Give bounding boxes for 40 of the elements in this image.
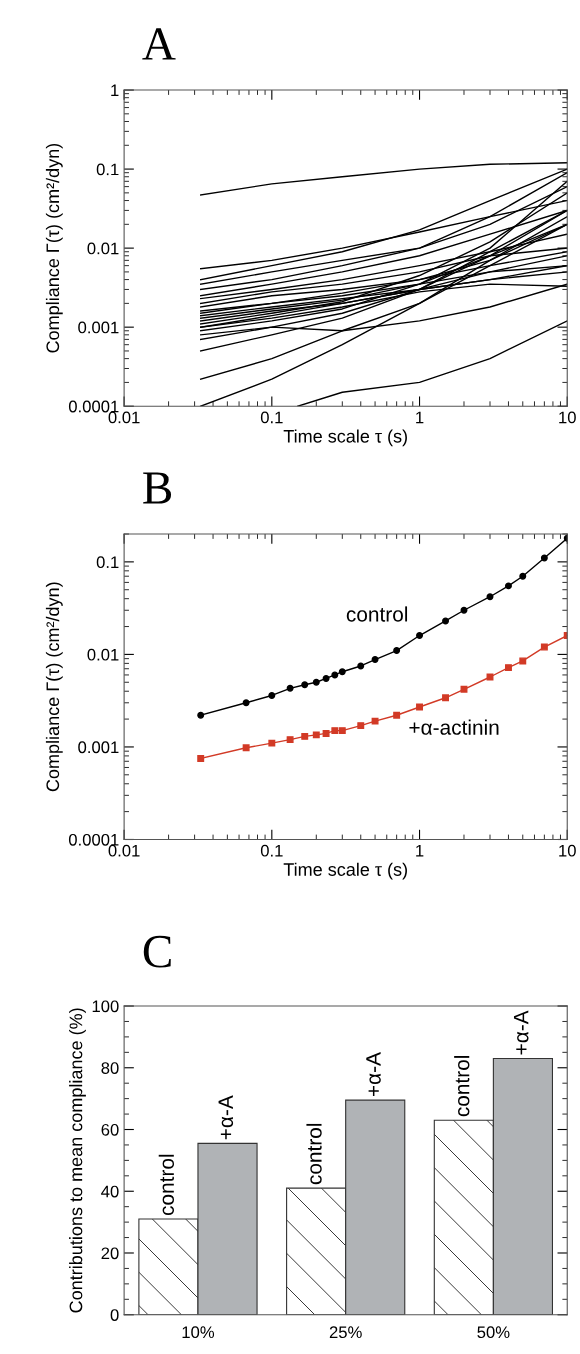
y-tick-label: 0.0001: [68, 400, 119, 413]
series-label: control: [346, 606, 408, 622]
y-tick-label: 1: [111, 84, 119, 97]
y-tick-label: 0.1: [96, 556, 119, 569]
y-tick-label: 100: [92, 1000, 119, 1013]
x-tick-label: 0.1: [260, 844, 283, 857]
y-axis-title: Compliance Γ(τ) (cm²/dyn): [45, 582, 63, 792]
y-axis-title: Contributions to mean compliance (%): [69, 1008, 86, 1313]
text: control: [306, 1123, 322, 1185]
x-tick-label: 10%: [182, 1326, 215, 1339]
series-label: +α-actinin: [409, 719, 499, 735]
y-tick-label: 0.001: [78, 741, 119, 754]
text: +α-A: [513, 1010, 529, 1055]
y-tick-label: 20: [101, 1247, 119, 1260]
chart-title: A: [142, 28, 176, 60]
y-tick-label: 0: [110, 1309, 119, 1321]
y-axis-title: Compliance Γ(τ) (cm²/dyn): [45, 143, 63, 353]
x-tick-label: 10: [559, 844, 576, 857]
y-tick-label: 0.01: [87, 242, 119, 255]
x-axis-title: Time scale τ (s): [283, 429, 407, 447]
text: +α-A: [218, 1095, 234, 1140]
y-tick-label: 0.0001: [68, 833, 119, 846]
text: control: [158, 1154, 175, 1216]
chart-title: B: [143, 472, 172, 504]
x-axis-title: Time scale τ (s): [283, 862, 407, 880]
y-tick-label: 0.1: [96, 163, 119, 176]
x-tick-label: 1: [416, 844, 424, 857]
text: control: [454, 1056, 470, 1117]
y-tick-label: 40: [101, 1185, 119, 1198]
text: +α-A: [366, 1052, 381, 1097]
y-tick-label: 80: [101, 1062, 119, 1074]
x-tick-label: 10: [559, 411, 576, 424]
x-tick-label: 0.1: [260, 411, 283, 424]
y-tick-label: 0.001: [78, 321, 119, 334]
x-tick-label: 1: [416, 411, 424, 424]
x-tick-label: 50%: [477, 1326, 510, 1339]
y-tick-label: 60: [101, 1123, 119, 1136]
x-tick-label: 25%: [329, 1326, 362, 1339]
y-tick-label: 0.01: [87, 648, 119, 661]
chart-title: C: [143, 935, 171, 968]
